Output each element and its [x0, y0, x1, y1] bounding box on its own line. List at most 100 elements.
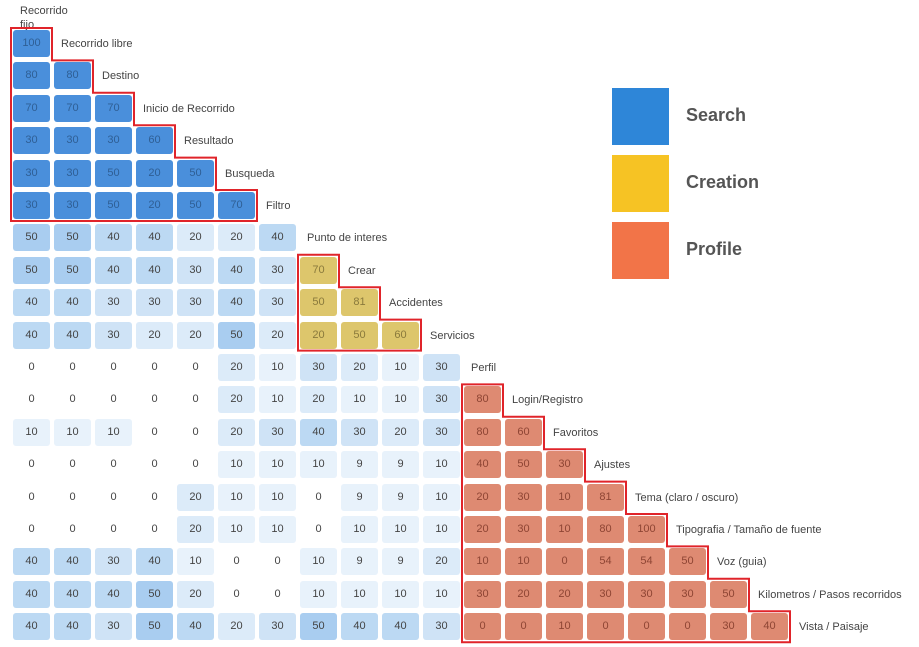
row-label: Servicios [430, 329, 475, 342]
row-label: Accidentes [389, 297, 443, 310]
heatmap-cell: 10 [259, 483, 296, 511]
heatmap-cell: 10 [300, 451, 337, 479]
row-label: Filtro [266, 200, 291, 212]
heatmap-cell: 30 [95, 127, 132, 155]
heatmap-cell: 10 [382, 354, 419, 381]
heatmap-cell: 40 [95, 256, 132, 284]
heatmap-cell: 70 [54, 94, 91, 122]
legend-swatch-search [612, 88, 669, 145]
heatmap-cell: 80 [54, 62, 91, 90]
heatmap-cell: 30 [13, 192, 50, 219]
heatmap-cell: 10 [259, 451, 296, 479]
heatmap-cell: 50 [710, 580, 747, 608]
heatmap-cell: 50 [136, 613, 173, 641]
row-label: Resultado [184, 135, 234, 148]
heatmap-cell: 40 [95, 224, 132, 252]
heatmap-cell: 10 [382, 516, 419, 543]
heatmap-cell: 10 [341, 516, 378, 543]
heatmap-cell: 10 [95, 418, 132, 446]
heatmap-cell: 9 [341, 451, 378, 479]
heatmap-cell: 20 [423, 548, 460, 576]
heatmap-cell: 20 [136, 321, 173, 349]
heatmap-cell: 20 [300, 321, 337, 349]
heatmap-cell: 30 [95, 613, 132, 641]
heatmap-cell: 30 [259, 418, 296, 446]
heatmap-cell: 20 [218, 354, 255, 381]
heatmap-cell: 80 [464, 418, 501, 446]
heatmap-cell: 30 [464, 580, 501, 608]
heatmap-cell: 54 [587, 548, 624, 576]
heatmap-cell: 0 [218, 580, 255, 608]
heatmap-cell: 50 [13, 256, 50, 284]
heatmap-cell: 40 [13, 580, 50, 608]
heatmap-cell: 10 [259, 386, 296, 414]
row-label: Ajustes [594, 459, 631, 472]
heatmap-cell: 80 [13, 62, 50, 90]
heatmap-cell: 70 [300, 256, 337, 284]
heatmap-cell: 30 [95, 548, 132, 576]
heatmap-cell: 20 [505, 580, 542, 608]
heatmap-cell: 30 [177, 289, 214, 317]
heatmap-cell: 40 [13, 321, 50, 349]
heatmap-cell: 40 [136, 548, 173, 576]
heatmap-cell: 0 [218, 548, 255, 576]
heatmap-cell: 30 [13, 159, 50, 187]
heatmap-cell: 30 [423, 418, 460, 446]
heatmap-cell: 30 [546, 451, 583, 479]
heatmap-cell: 0 [13, 451, 50, 479]
row-label: Inicio de Recorrido [143, 102, 235, 115]
heatmap-cell: 10 [546, 516, 583, 543]
heatmap-cell: 30 [136, 289, 173, 317]
heatmap-cell: 10 [423, 451, 460, 479]
heatmap-cell: 54 [628, 548, 665, 576]
heatmap-cell: 40 [54, 613, 91, 641]
heatmap-cell: 40 [218, 289, 255, 317]
legend-label-creation: Creation [686, 172, 760, 192]
heatmap-cell: 0 [136, 418, 173, 446]
heatmap-cell: 50 [341, 321, 378, 349]
row-label: Tema (claro / oscuro) [635, 491, 739, 504]
heatmap-cell: 30 [505, 483, 542, 511]
heatmap-cell: 0 [95, 451, 132, 479]
row-label: Tipografia / Tamaño de fuente [676, 524, 822, 536]
heatmap-cell: 20 [218, 418, 255, 446]
heatmap-cell: 40 [54, 321, 91, 349]
row-label: Recorrido libre [61, 38, 133, 50]
heatmap-cell: 40 [136, 224, 173, 252]
heatmap-cell: 40 [259, 224, 296, 252]
heatmap-cell: 0 [546, 548, 583, 576]
heatmap-cell: 20 [382, 418, 419, 446]
heatmap-cell: 50 [177, 159, 214, 187]
heatmap-cell: 30 [505, 516, 542, 543]
heatmap-cell: 20 [464, 516, 501, 543]
heatmap-cell: 40 [464, 451, 501, 479]
heatmap-cell: 10 [177, 548, 214, 576]
heatmap-cell: 10 [464, 548, 501, 576]
heatmap-cell: 30 [259, 289, 296, 317]
heatmap-cell: 0 [259, 548, 296, 576]
heatmap-cell: 40 [751, 613, 788, 641]
row-label: Destino [102, 70, 140, 83]
heatmap-cell: 0 [177, 418, 214, 446]
heatmap-cell: 30 [341, 418, 378, 446]
top-header-label: Recorrido fijo [20, 5, 68, 31]
heatmap-cell: 0 [669, 613, 706, 641]
heatmap-cell: 0 [95, 483, 132, 511]
heatmap-cell: 30 [54, 127, 91, 155]
heatmap-cell: 0 [136, 354, 173, 381]
heatmap-cell: 0 [136, 386, 173, 414]
heatmap-cell: 50 [669, 548, 706, 576]
row-label: Kilometros / Pasos recorridos [758, 588, 902, 601]
heatmap-cell: 0 [628, 613, 665, 641]
heatmap-cell: 0 [136, 516, 173, 543]
row-label: Login/Registro [512, 394, 583, 407]
heatmap-cell: 20 [177, 224, 214, 252]
heatmap-cell: 80 [587, 516, 624, 543]
heatmap-cell: 60 [382, 321, 419, 349]
heatmap-cell: 30 [300, 354, 337, 381]
heatmap-cell: 10 [218, 516, 255, 543]
row-label: Punto de interes [307, 232, 388, 245]
heatmap-cell: 30 [423, 613, 460, 641]
heatmap-cell: 30 [54, 159, 91, 187]
heatmap-cell: 30 [710, 613, 747, 641]
